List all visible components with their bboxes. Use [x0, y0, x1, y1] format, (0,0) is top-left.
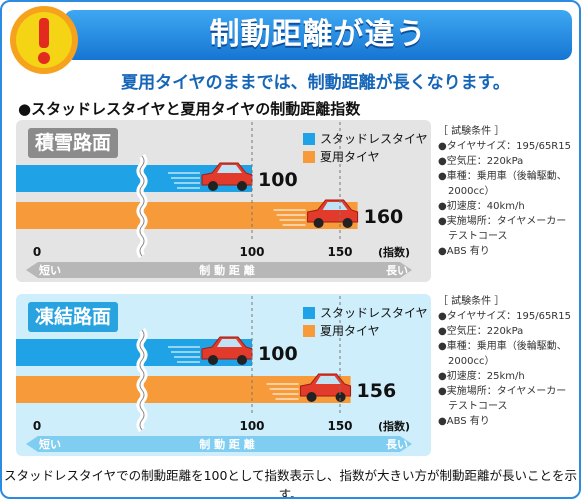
axis-unit: (指数) — [378, 419, 410, 433]
legend-label-studless: スタッドレスタイヤ — [320, 132, 428, 146]
car-icon — [168, 336, 253, 365]
car-wheel — [306, 392, 317, 402]
warning-icon — [10, 6, 78, 74]
legend-label-summer: 夏用タイヤ — [320, 150, 380, 164]
axis-unit: (指数) — [378, 245, 410, 259]
arrow-label-short: 短い — [39, 437, 61, 451]
condition-line: ●実施場所：タイヤメーカー — [438, 216, 567, 227]
condition-line: ●車種：乗用車（後輪駆動、 — [438, 171, 567, 182]
ice-chart-panel: 凍結路面 スタッドレスタイヤ 夏用タイヤ — [16, 294, 431, 456]
distance-arrow — [26, 436, 412, 452]
car-wheel — [208, 355, 218, 365]
banner-title: 制動距離が違う — [209, 17, 427, 52]
tick-label: 150 — [327, 245, 352, 259]
tick-label: 100 — [239, 419, 264, 433]
condition-line: ●車種：乗用車（後輪駆動、 — [438, 341, 567, 352]
car-icon — [273, 199, 359, 228]
data-label: 160 — [364, 206, 404, 228]
snow-chart-panel: 積雪路面 スタッドレスタイヤ 夏用タイヤ — [16, 120, 431, 282]
legend-item-summer: 夏用タイヤ — [303, 148, 428, 166]
legend-item-summer: 夏用タイヤ — [303, 322, 428, 340]
title-banner: 制動距離が違う — [64, 10, 572, 60]
condition-line: 2000cc） — [438, 356, 495, 367]
ice-test-conditions: ［ 試験条件 ］ ●タイヤサイズ：195/65R15 ●空気圧：220kPa ●車種：… — [438, 294, 571, 429]
condition-line: 2000cc） — [438, 186, 495, 197]
car-body — [300, 373, 352, 397]
axis-break-edge — [139, 155, 145, 257]
arrow-label-long: 長い — [386, 264, 408, 277]
bar-summer — [16, 202, 358, 229]
legend-item-studless: スタッドレスタイヤ — [303, 304, 428, 322]
snow-legend: スタッドレスタイヤ 夏用タイヤ — [303, 130, 428, 166]
condition-line: ●実施場所：タイヤメーカー — [438, 386, 567, 397]
car-window — [217, 339, 242, 347]
arrow-label-middle: 制 動 距 離 — [199, 263, 255, 277]
legend-swatch-studless — [303, 133, 315, 145]
ice-legend: スタッドレスタイヤ 夏用タイヤ — [303, 304, 428, 340]
tick-label: 0 — [33, 245, 41, 259]
condition-line: ●ABS 有り — [438, 416, 490, 427]
legend-item-studless: スタッドレスタイヤ — [303, 130, 428, 148]
car-body — [201, 162, 253, 186]
condition-line: ●初速度：25km/h — [438, 371, 525, 382]
condition-line: ［ 試験条件 ］ — [438, 296, 505, 307]
condition-line: ［ 試験条件 ］ — [438, 126, 505, 137]
condition-line: テストコース — [438, 231, 508, 242]
axis-break-edge — [139, 329, 145, 431]
condition-line: ●初速度：40km/h — [438, 201, 525, 212]
car-window — [315, 376, 341, 384]
car-icon — [168, 162, 253, 191]
footnote: スタッドレスタイヤでの制動距離を100として指数表示し、指数が大きい方が制動距離… — [3, 468, 578, 499]
distance-arrow — [26, 262, 412, 278]
condition-line: ●タイヤサイズ：195/65R15 — [438, 311, 571, 322]
car-wheel — [237, 355, 247, 365]
legend-swatch-summer — [303, 325, 315, 337]
snow-test-conditions: ［ 試験条件 ］ ●タイヤサイズ：195/65R15 ●空気圧：220kPa ●車種：… — [438, 124, 571, 259]
car-wheel — [208, 181, 218, 191]
section-heading: ●スタッドレスタイヤと夏用タイヤの制動距離指数 — [18, 100, 361, 118]
condition-line: ●タイヤサイズ：195/65R15 — [438, 141, 571, 152]
data-label: 100 — [258, 169, 298, 191]
car-body — [201, 336, 253, 360]
condition-line: ●空気圧：220kPa — [438, 326, 524, 337]
legend-swatch-studless — [303, 307, 315, 319]
condition-line: テストコース — [438, 401, 508, 412]
car-wheel — [237, 181, 247, 191]
condition-line: ●ABS 有り — [438, 246, 490, 257]
ice-road-title: 凍結路面 — [28, 302, 119, 332]
arrow-label-short: 短い — [39, 263, 61, 277]
car-body — [307, 199, 359, 223]
snow-road-title: 積雪路面 — [28, 128, 119, 158]
arrow-label-middle: 制 動 距 離 — [199, 437, 255, 451]
car-window — [322, 202, 348, 210]
car-wheel — [342, 218, 353, 228]
car-icon — [266, 373, 352, 402]
legend-swatch-summer — [303, 151, 315, 163]
car-wheel — [335, 392, 346, 402]
car-wheel — [313, 218, 324, 228]
tick-label: 150 — [327, 419, 352, 433]
legend-label-studless: スタッドレスタイヤ — [320, 306, 428, 320]
subtitle: 夏用タイヤのままでは、制動距離が長くなります。 — [121, 73, 510, 93]
tick-label: 100 — [239, 245, 264, 259]
arrow-label-long: 長い — [386, 438, 408, 451]
legend-label-summer: 夏用タイヤ — [320, 324, 380, 338]
data-label: 100 — [258, 343, 298, 365]
data-label: 156 — [357, 380, 397, 402]
car-window — [217, 165, 242, 173]
condition-line: ●空気圧：220kPa — [438, 156, 524, 167]
tick-label: 0 — [33, 419, 41, 433]
